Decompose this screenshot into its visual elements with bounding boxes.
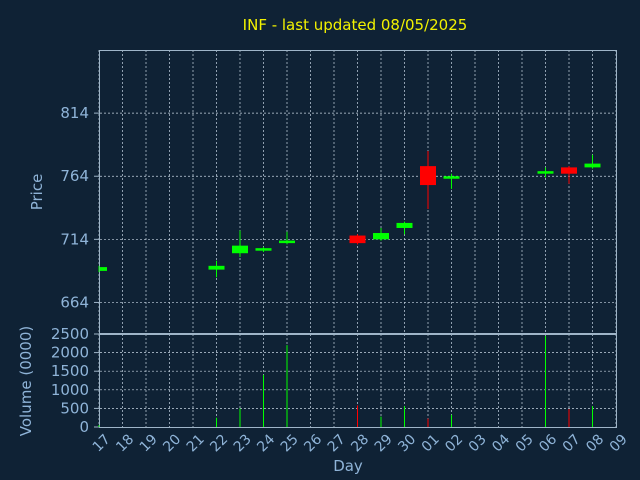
volume-plot-frame <box>99 334 617 428</box>
candle-body <box>561 167 577 174</box>
x-tick-label: 20 <box>160 431 184 455</box>
x-tick-label: 26 <box>301 431 325 455</box>
x-tick-label: 09 <box>607 431 631 455</box>
volume-axis-label: Volume (0000) <box>17 326 35 436</box>
x-tick-label: 22 <box>207 431 231 455</box>
price-y-ticks: 664 714 764 814 <box>60 104 99 311</box>
x-tick-label: 30 <box>395 431 419 455</box>
x-tick-label: 06 <box>536 431 560 455</box>
candle-body <box>279 240 295 244</box>
candle-body <box>208 265 225 270</box>
candle-body <box>420 166 436 186</box>
price-grid <box>98 50 617 334</box>
candle-body <box>232 245 248 254</box>
x-tick-label: 24 <box>254 431 278 455</box>
price-tick-label: 664 <box>60 293 89 311</box>
volume-tick-label: 2500 <box>51 325 89 343</box>
x-tick-label: 01 <box>419 431 443 455</box>
volume-tick-label: 1500 <box>51 362 89 380</box>
x-tick-label: 28 <box>348 431 372 455</box>
x-axis-label: Day <box>333 457 363 475</box>
candles <box>98 150 601 278</box>
x-tick-label: 05 <box>513 431 537 455</box>
x-tick-label: 18 <box>113 431 137 455</box>
price-tick-label: 764 <box>60 167 89 185</box>
candle-body <box>255 248 272 251</box>
volume-tick-label: 0 <box>79 418 89 436</box>
x-tick-label: 27 <box>325 431 349 455</box>
candle-body <box>373 233 389 240</box>
volume-tick-label: 2000 <box>51 344 89 362</box>
x-tick-label: 19 <box>137 431 161 455</box>
x-tick-label: 07 <box>560 431 584 455</box>
candle-body <box>100 267 107 271</box>
price-tick-label: 714 <box>60 230 89 248</box>
x-tick-label: 29 <box>372 431 396 455</box>
volume-bars <box>98 335 593 427</box>
price-plot-frame <box>99 50 617 334</box>
candle-body <box>537 171 554 174</box>
price-panel: 664 714 764 814 Price <box>28 50 617 334</box>
candle-body <box>584 163 601 168</box>
candle-body <box>396 222 413 228</box>
x-tick-label: 25 <box>278 431 302 455</box>
x-tick-label: 03 <box>466 431 490 455</box>
chart-title: INF - last updated 08/05/2025 <box>243 16 468 34</box>
candle-body <box>443 176 460 179</box>
price-tick-label: 814 <box>60 104 89 122</box>
price-axis-label: Price <box>28 174 46 211</box>
x-tick-label: 02 <box>442 431 466 455</box>
candle-body <box>349 235 366 244</box>
x-tick-label: 23 <box>231 431 255 455</box>
x-ticks: 17 18 19 20 21 22 23 24 25 26 27 28 29 30 01 02 03 04 05 06… <box>90 431 631 455</box>
volume-tick-label: 1000 <box>51 381 89 399</box>
x-tick-label: 04 <box>489 431 513 455</box>
x-tick-label: 21 <box>184 431 208 455</box>
volume-tick-label: 500 <box>60 399 89 417</box>
x-tick-label: 17 <box>90 431 114 455</box>
x-tick-label: 08 <box>583 431 607 455</box>
